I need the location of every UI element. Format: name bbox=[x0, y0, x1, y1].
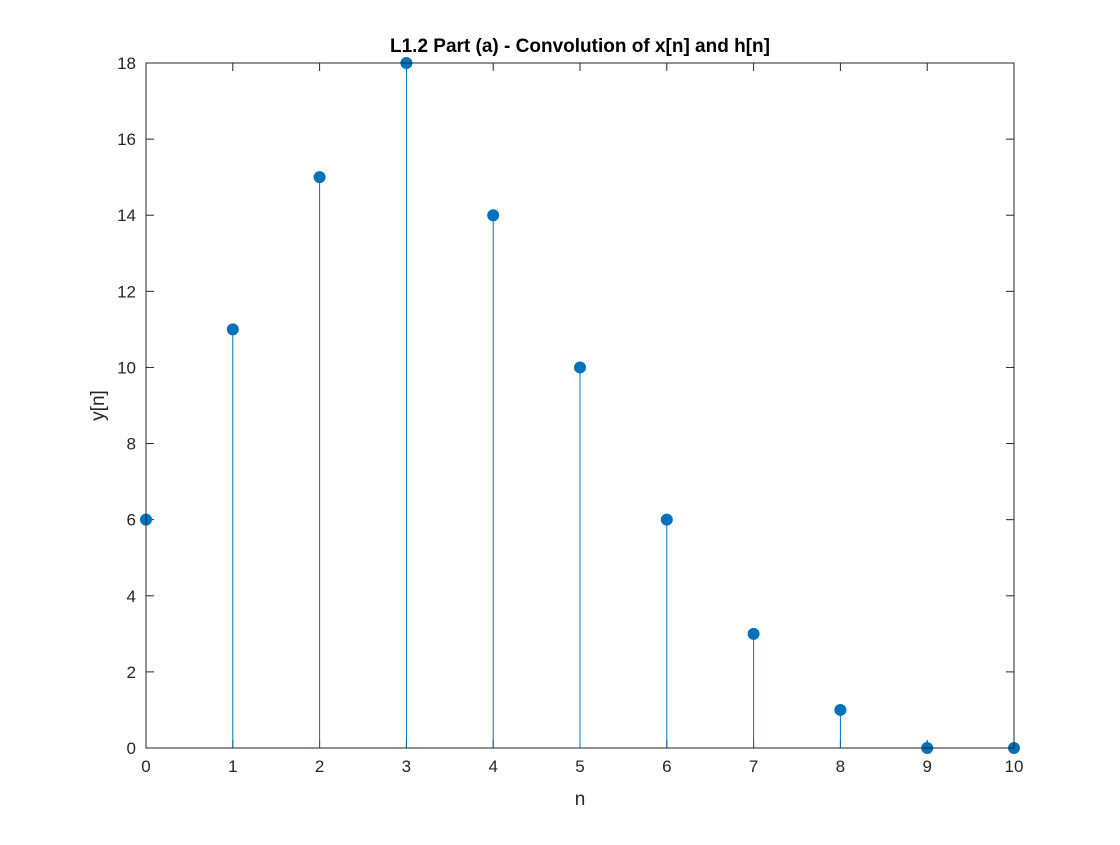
stem-marker bbox=[226, 323, 239, 336]
x-tick-label: 5 bbox=[575, 757, 584, 776]
y-axis-label: y[n] bbox=[88, 390, 109, 421]
x-tick-label: 3 bbox=[402, 757, 411, 776]
markers-layer bbox=[140, 57, 1020, 754]
y-tick-label: 4 bbox=[127, 587, 136, 606]
x-tick-label: 2 bbox=[315, 757, 324, 776]
x-tick-label: 0 bbox=[141, 757, 150, 776]
x-tick-label: 8 bbox=[836, 757, 845, 776]
stem-marker bbox=[313, 171, 326, 184]
x-tick-label: 4 bbox=[488, 757, 497, 776]
plot-frame bbox=[145, 62, 1015, 749]
chart-title: L1.2 Part (a) - Convolution of x[n] and … bbox=[390, 36, 770, 57]
stem-marker bbox=[747, 627, 760, 640]
x-tick-label: 6 bbox=[662, 757, 671, 776]
stem-marker bbox=[574, 361, 586, 374]
y-tick-label: 8 bbox=[127, 435, 136, 454]
y-tick-label: 16 bbox=[117, 130, 136, 149]
stem-marker bbox=[487, 209, 500, 222]
y-tick-label: 18 bbox=[117, 54, 136, 73]
y-tick-label: 14 bbox=[117, 206, 136, 225]
x-tick-label: 1 bbox=[228, 757, 237, 776]
x-tick-label: 10 bbox=[1005, 757, 1024, 776]
stem-marker bbox=[660, 513, 673, 526]
y-tick-label: 0 bbox=[127, 739, 136, 758]
x-axis-label: n bbox=[575, 789, 586, 810]
y-tick-label: 2 bbox=[127, 663, 136, 682]
x-tick-label: 7 bbox=[749, 757, 758, 776]
x-tick-label: 9 bbox=[922, 757, 931, 776]
y-tick-label: 12 bbox=[117, 282, 136, 301]
y-tick-label: 6 bbox=[127, 511, 136, 530]
y-tick-label: 10 bbox=[117, 358, 136, 377]
stem-marker bbox=[834, 703, 847, 716]
